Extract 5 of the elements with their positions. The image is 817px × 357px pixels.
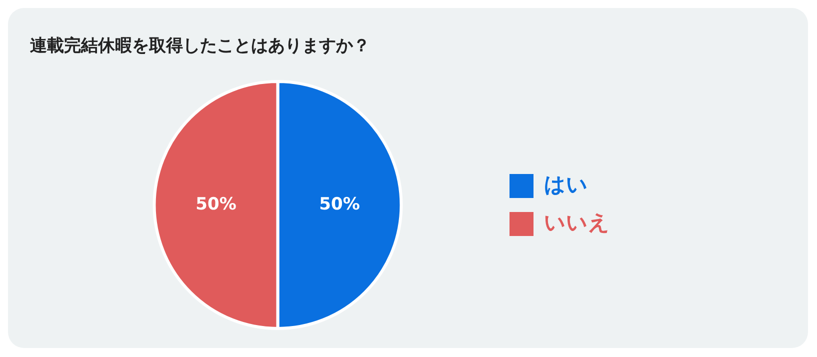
- chart-title: 連載完結休暇を取得したことはありますか？: [30, 35, 370, 57]
- data-label: 50%: [319, 194, 360, 214]
- legend-label: いいえ: [544, 210, 610, 234]
- data-label: 50%: [196, 194, 236, 214]
- legend-label: はい: [544, 172, 588, 196]
